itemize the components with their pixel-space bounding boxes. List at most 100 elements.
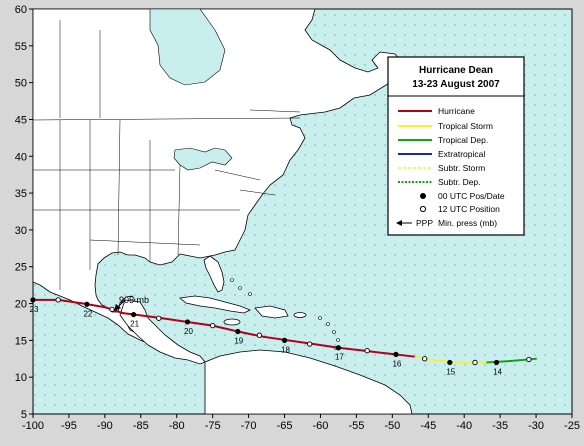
lat-tick-label: 20 <box>15 299 27 311</box>
position-12utc-marker <box>364 348 370 354</box>
lat-tick-label: 35 <box>15 188 27 200</box>
legend-tropical-dep: Tropical Dep. <box>438 135 488 145</box>
lon-tick-label: -25 <box>564 420 580 432</box>
position-12utc-marker <box>422 356 428 362</box>
position-00utc-marker <box>235 328 241 335</box>
lon-tick-label: -35 <box>492 420 508 432</box>
position-00utc-marker <box>30 297 36 303</box>
lon-tick-label: -45 <box>420 420 436 432</box>
island <box>326 322 330 326</box>
legend-hurricane: Hurricane <box>438 106 475 116</box>
lon-tick-label: -75 <box>205 420 221 432</box>
position-00utc-marker <box>335 345 342 351</box>
position-00utc-marker <box>493 359 500 366</box>
lat-tick-label: 10 <box>15 372 27 384</box>
south-america-landmass <box>204 349 413 414</box>
lat-tick-label: 40 <box>15 151 27 163</box>
date-label: 23 <box>30 305 39 314</box>
political-borders <box>33 20 301 290</box>
position-00utc-marker <box>84 301 90 307</box>
position-00utc-marker <box>131 311 137 318</box>
lat-tick-label: 25 <box>15 262 27 274</box>
position-12utc-marker <box>109 306 115 313</box>
date-label: 21 <box>130 320 139 329</box>
legend-arrow-icon <box>396 220 402 226</box>
island <box>238 286 242 290</box>
track-segment-hurricane <box>57 298 85 305</box>
florida-landmass <box>203 255 225 293</box>
position-12utc-marker <box>210 322 216 329</box>
track-markers: 14 15 16 17 18 19 20 21 22 23 <box>30 297 532 376</box>
legend-ppp-code: PPP <box>416 218 433 228</box>
date-label: 17 <box>335 353 344 362</box>
position-00utc-marker <box>393 351 399 357</box>
position-00utc-marker <box>184 319 191 325</box>
island <box>336 338 340 342</box>
lon-tick-label: -50 <box>384 420 400 432</box>
legend-ppp-text: Min. press (mb) <box>438 218 497 228</box>
lon-tick-label: -30 <box>528 420 544 432</box>
position-00utc-marker <box>281 337 288 343</box>
date-label: 15 <box>446 367 455 376</box>
position-12utc-marker <box>526 356 532 363</box>
land-layer <box>33 9 419 414</box>
track-segment-dep <box>509 357 538 362</box>
island <box>318 316 322 320</box>
island <box>248 292 252 296</box>
island <box>230 278 234 282</box>
date-label: 16 <box>392 359 401 368</box>
date-label: 20 <box>184 327 193 336</box>
pressure-annotation: 905 mb <box>114 295 149 311</box>
jamaica-landmass <box>223 318 241 326</box>
legend-subtr-storm: Subtr. Storm <box>438 163 485 173</box>
date-label: 22 <box>83 309 92 318</box>
lon-tick-label: -90 <box>97 420 113 432</box>
lat-tick-label: 50 <box>15 78 27 90</box>
lon-tick-label: -40 <box>456 420 472 432</box>
pressure-label: 905 mb <box>119 295 149 305</box>
date-label: 18 <box>281 345 290 354</box>
hispaniola-landmass <box>254 305 289 319</box>
lat-tick-label: 55 <box>15 41 27 53</box>
legend-00utc-icon <box>420 193 426 199</box>
lon-tick-label: -100 <box>22 420 44 432</box>
legend-12utc-icon <box>419 205 427 213</box>
lon-tick-label: -60 <box>313 420 329 432</box>
track-segment-hurricane <box>211 324 239 333</box>
position-12utc-marker <box>307 341 313 347</box>
lon-tick-label: -80 <box>169 420 185 432</box>
lat-tick-label: 45 <box>15 114 27 126</box>
lon-tick-label: -70 <box>241 420 257 432</box>
date-label: 19 <box>234 337 243 346</box>
position-12utc-marker <box>256 332 263 338</box>
legend: Hurricane Dean 13-23 August 2007 Hurrica… <box>387 56 525 236</box>
track-segment-hurricane <box>161 317 189 323</box>
cuba-landmass <box>179 295 251 314</box>
lat-tick-label: 5 <box>21 409 27 421</box>
map-subtitle: 13-23 August 2007 <box>412 79 500 90</box>
position-12utc-marker <box>472 359 478 366</box>
storm-track <box>33 298 538 364</box>
track-segment-hurricane <box>337 346 365 352</box>
track-segment-hurricane <box>186 320 214 327</box>
legend-subtr-dep: Subtr. Dep. <box>438 177 481 187</box>
map-title: Hurricane Dean <box>419 65 493 76</box>
lat-tick-label: 15 <box>15 335 27 347</box>
lon-tick-label: -55 <box>348 420 364 432</box>
track-segment-hurricane <box>312 343 340 349</box>
legend-box <box>387 56 525 236</box>
puerto-rico-landmass <box>293 312 307 318</box>
position-12utc-marker <box>55 297 61 303</box>
axes: -100 -95 -90 -85 -80 -75 -70 -65 -60 -55 -50 -45 -40… <box>15 4 580 432</box>
legend-tropical-storm: Tropical Storm <box>438 121 493 131</box>
lon-tick-label: -65 <box>277 420 293 432</box>
lon-tick-label: -85 <box>133 420 149 432</box>
track-segment-hurricane <box>387 352 415 358</box>
lat-tick-label: 30 <box>15 225 27 237</box>
lat-tick-label: 60 <box>15 4 27 16</box>
island <box>332 330 336 334</box>
date-label: 14 <box>493 367 502 376</box>
legend-extratropical: Extratropical <box>438 149 485 159</box>
legend-00utc: 00 UTC Pos/Date <box>438 191 505 201</box>
